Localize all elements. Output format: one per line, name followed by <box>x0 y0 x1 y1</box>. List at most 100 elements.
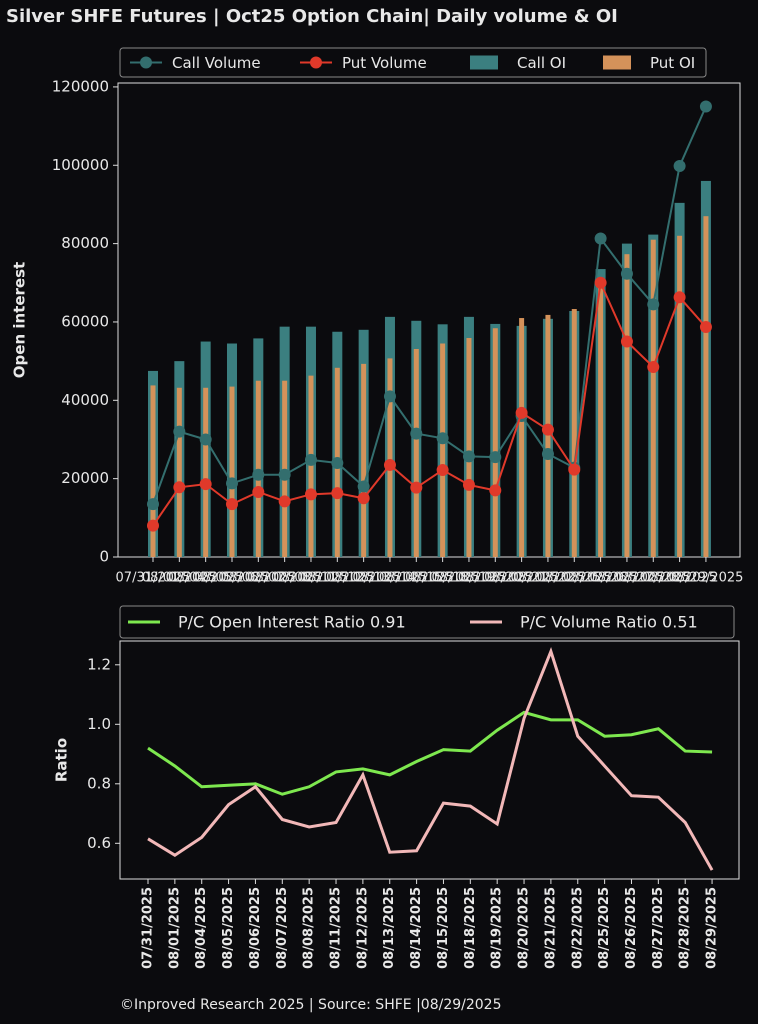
x-tick-label: 08/15/2025 <box>405 571 480 586</box>
bar <box>677 235 683 557</box>
legend-label: P/C Volume Ratio 0.51 <box>520 613 698 632</box>
x-tick-label: 08/28/2025 <box>678 887 693 969</box>
x-tick-label: 08/18/2025 <box>463 887 478 969</box>
marker <box>541 447 554 460</box>
bar <box>545 314 551 557</box>
y-tick-label: 0 <box>99 548 109 566</box>
marker <box>436 464 449 477</box>
x-tick-label: 08/21/2025 <box>543 887 558 969</box>
x-tick-label: 08/12/2025 <box>355 887 370 969</box>
bar <box>492 328 498 557</box>
bar <box>598 282 604 557</box>
bar <box>466 338 472 557</box>
x-tick-label: 08/29/2025 <box>705 887 720 969</box>
x-tick-label: 08/29/2025 <box>668 571 743 586</box>
marker <box>647 298 660 311</box>
marker <box>173 481 186 494</box>
x-tick-label: 08/06/2025 <box>248 887 263 969</box>
bar <box>176 387 182 557</box>
legend-swatch <box>470 55 498 70</box>
marker <box>673 160 686 173</box>
y-axis-label: Open interest <box>11 262 29 378</box>
marker <box>147 498 159 511</box>
x-tick-label: 07/31/2025 <box>141 887 156 969</box>
x-tick-label: 08/01/2025 <box>167 887 182 969</box>
legend-label: Put OI <box>650 54 695 72</box>
bar <box>519 318 525 557</box>
x-tick-label: 08/26/2025 <box>624 887 639 969</box>
y-tick-label: 40000 <box>61 391 109 409</box>
marker <box>304 488 317 501</box>
legend-label: Put Volume <box>342 54 427 72</box>
line <box>152 106 707 505</box>
marker <box>225 498 238 511</box>
x-tick-label: 08/08/2025 <box>274 571 349 586</box>
legend-box <box>119 47 707 78</box>
bar <box>703 216 709 558</box>
marker <box>462 478 475 491</box>
y-tick-label: 80000 <box>61 234 109 252</box>
axes-frame <box>117 82 741 558</box>
legend-label: P/C Open Interest Ratio 0.91 <box>178 613 406 632</box>
x-tick-label: 08/01/2025 <box>142 571 217 586</box>
y-tick-label: 60000 <box>61 312 109 330</box>
figure-title: Silver SHFE Futures | Oct25 Option Chain… <box>6 6 618 27</box>
line <box>152 279 707 527</box>
marker <box>410 427 423 440</box>
bar <box>150 385 156 557</box>
legend-label: Call Volume <box>172 54 261 72</box>
x-tick-label: 08/20/2025 <box>517 887 532 969</box>
y-tick-label: 1.0 <box>87 715 111 733</box>
legend-box <box>119 605 735 639</box>
marker <box>383 458 396 471</box>
marker <box>489 451 502 464</box>
x-tick-label: 08/22/2025 <box>570 887 585 969</box>
x-tick-label: 08/25/2025 <box>563 571 638 586</box>
marker <box>699 100 712 113</box>
x-tick-label: 08/14/2025 <box>379 571 454 586</box>
marker <box>699 321 712 334</box>
x-tick-label: 08/04/2025 <box>168 571 243 586</box>
bar <box>387 358 393 557</box>
x-tick-label: 08/05/2025 <box>195 571 270 586</box>
x-tick-label: 08/06/2025 <box>221 571 296 586</box>
marker <box>252 485 265 498</box>
marker <box>304 453 317 466</box>
marker <box>357 492 370 505</box>
marker <box>357 480 370 493</box>
x-tick-label: 08/22/2025 <box>537 571 612 586</box>
x-tick-label: 08/11/2025 <box>300 571 375 586</box>
y-tick-label: 0.8 <box>87 774 111 792</box>
line <box>147 646 714 871</box>
marker <box>383 390 396 403</box>
x-tick-label: 08/19/2025 <box>458 571 533 586</box>
axes-frame <box>119 640 740 880</box>
marker <box>620 335 633 348</box>
bar <box>308 375 314 557</box>
marker <box>594 276 607 289</box>
x-tick-label: 08/27/2025 <box>616 571 691 586</box>
bar <box>440 343 446 557</box>
y-tick-label: 20000 <box>61 469 109 487</box>
marker <box>410 481 423 494</box>
marker <box>515 406 528 419</box>
bar <box>650 239 656 557</box>
line <box>147 710 713 796</box>
x-tick-label: 07/31/2025 <box>116 571 191 586</box>
x-tick-label: 08/18/2025 <box>431 571 506 586</box>
x-tick-label: 08/05/2025 <box>221 887 236 969</box>
marker <box>568 463 581 476</box>
x-tick-label: 08/14/2025 <box>409 887 424 969</box>
x-tick-label: 08/20/2025 <box>484 571 559 586</box>
bar <box>229 386 235 557</box>
x-tick-label: 08/11/2025 <box>329 887 344 969</box>
x-tick-label: 08/28/2025 <box>642 571 717 586</box>
bar <box>413 348 419 557</box>
bar <box>624 254 630 558</box>
x-tick-label: 08/07/2025 <box>247 571 322 586</box>
y-tick-label: 100000 <box>52 156 109 174</box>
marker <box>673 291 686 304</box>
x-tick-label: 08/08/2025 <box>302 887 317 969</box>
x-tick-label: 08/13/2025 <box>353 571 428 586</box>
y-tick-label: 1.2 <box>87 655 111 673</box>
